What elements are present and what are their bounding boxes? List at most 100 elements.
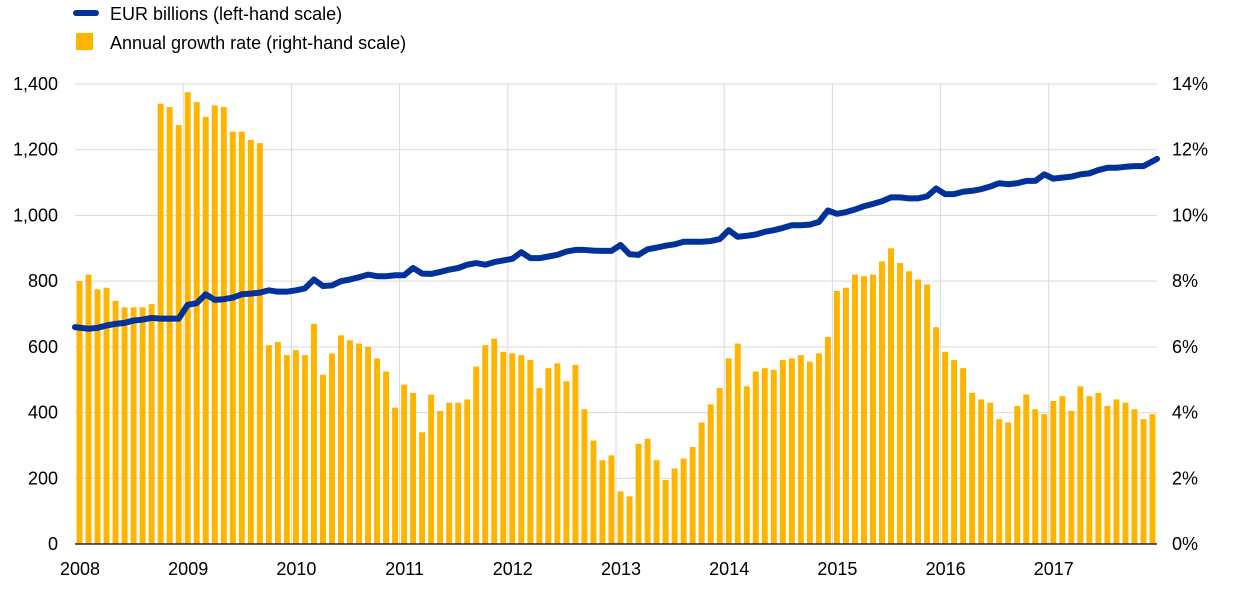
growth-bar — [996, 419, 1003, 544]
growth-bar — [888, 248, 894, 545]
legend-label-line: EUR billions (left-hand scale) — [110, 4, 342, 24]
growth-bar — [148, 304, 155, 544]
growth-bar — [428, 394, 435, 544]
growth-bar — [617, 491, 624, 544]
right-tick-label: 8% — [1172, 271, 1198, 291]
bar-series — [76, 92, 1156, 545]
growth-bar — [265, 345, 272, 544]
growth-bar — [978, 399, 985, 544]
growth-bar — [464, 399, 471, 544]
growth-bar — [698, 422, 705, 544]
growth-bar — [202, 116, 209, 544]
growth-bar — [247, 139, 254, 544]
right-tick-label: 0% — [1172, 534, 1198, 554]
growth-bar — [175, 125, 182, 545]
growth-bar — [581, 409, 588, 544]
growth-bar — [85, 274, 92, 544]
growth-bar — [365, 346, 372, 544]
growth-bar — [653, 460, 660, 544]
x-tick-label: 2016 — [926, 559, 966, 579]
growth-bar — [1014, 406, 1021, 544]
growth-bar — [292, 350, 299, 544]
left-tick-label: 600 — [28, 337, 58, 357]
left-tick-label: 0 — [48, 534, 58, 554]
x-tick-label: 2015 — [817, 559, 857, 579]
growth-bar — [969, 392, 976, 544]
growth-bar — [716, 387, 723, 544]
left-tick-label: 400 — [28, 403, 58, 423]
growth-bar — [608, 455, 615, 544]
left-tick-label: 1,200 — [13, 140, 58, 160]
growth-bar — [879, 261, 885, 544]
growth-bar — [220, 107, 227, 544]
growth-bar — [166, 107, 173, 544]
growth-bar — [824, 337, 831, 544]
growth-bar — [951, 360, 958, 544]
growth-bar — [347, 340, 353, 544]
right-tick-label: 12% — [1172, 140, 1208, 160]
growth-bar — [987, 402, 994, 544]
growth-bar — [1095, 392, 1102, 544]
growth-bar — [491, 338, 498, 544]
growth-bar — [806, 361, 813, 544]
x-tick-label: 2008 — [60, 559, 100, 579]
growth-bar — [392, 407, 399, 544]
growth-bar — [680, 458, 687, 544]
growth-bar — [770, 369, 777, 544]
growth-bar — [869, 274, 876, 544]
growth-bar — [419, 432, 426, 544]
growth-bar — [482, 345, 489, 544]
growth-bar — [500, 351, 507, 544]
growth-bar — [509, 353, 516, 544]
growth-bar — [689, 447, 696, 544]
gridlines — [75, 83, 1157, 544]
left-tick-label: 200 — [28, 468, 58, 488]
growth-bar — [1041, 414, 1048, 544]
growth-bar — [283, 355, 290, 544]
line-series — [72, 155, 1160, 332]
growth-bar — [446, 402, 453, 544]
eur-billions-line — [72, 155, 1160, 332]
left-tick-label: 1,400 — [13, 74, 58, 94]
growth-bar — [626, 496, 633, 544]
growth-bar — [184, 92, 191, 544]
growth-bar — [942, 351, 949, 544]
growth-bar — [1032, 409, 1039, 544]
growth-bar — [644, 438, 651, 544]
legend-label-bars: Annual growth rate (right-hand scale) — [110, 33, 406, 53]
growth-bar — [527, 360, 534, 544]
x-tick-label: 2009 — [168, 559, 208, 579]
growth-bar — [1104, 406, 1111, 544]
x-tick-label: 2010 — [276, 559, 316, 579]
growth-bar — [788, 358, 795, 544]
growth-bar — [356, 343, 363, 544]
legend-item-bars: Annual growth rate (right-hand scale) — [76, 33, 406, 53]
growth-bar — [797, 355, 804, 544]
growth-bar — [374, 358, 381, 544]
growth-bar — [743, 386, 750, 544]
growth-bar — [599, 460, 606, 544]
growth-bar — [635, 443, 642, 544]
legend-bar-swatch — [76, 33, 93, 50]
legend-item-line: EUR billions (left-hand scale) — [73, 4, 342, 24]
growth-bar — [410, 392, 417, 544]
growth-bar — [671, 468, 678, 544]
growth-bar — [310, 323, 317, 544]
growth-bar — [455, 402, 462, 544]
growth-bar — [301, 355, 308, 544]
growth-bar — [1050, 401, 1057, 544]
right-tick-label: 14% — [1172, 74, 1208, 94]
growth-bar — [554, 363, 561, 544]
growth-bar — [274, 341, 281, 544]
growth-bar — [328, 353, 335, 544]
legend: EUR billions (left-hand scale) Annual gr… — [73, 4, 406, 53]
growth-bar — [401, 384, 408, 544]
left-tick-label: 800 — [28, 271, 58, 291]
growth-bar — [833, 291, 840, 544]
growth-bar — [383, 371, 390, 544]
growth-bar — [707, 404, 714, 544]
growth-bar — [229, 131, 236, 544]
growth-bar — [319, 374, 326, 544]
growth-bar — [518, 355, 525, 544]
growth-bar — [1068, 410, 1075, 544]
